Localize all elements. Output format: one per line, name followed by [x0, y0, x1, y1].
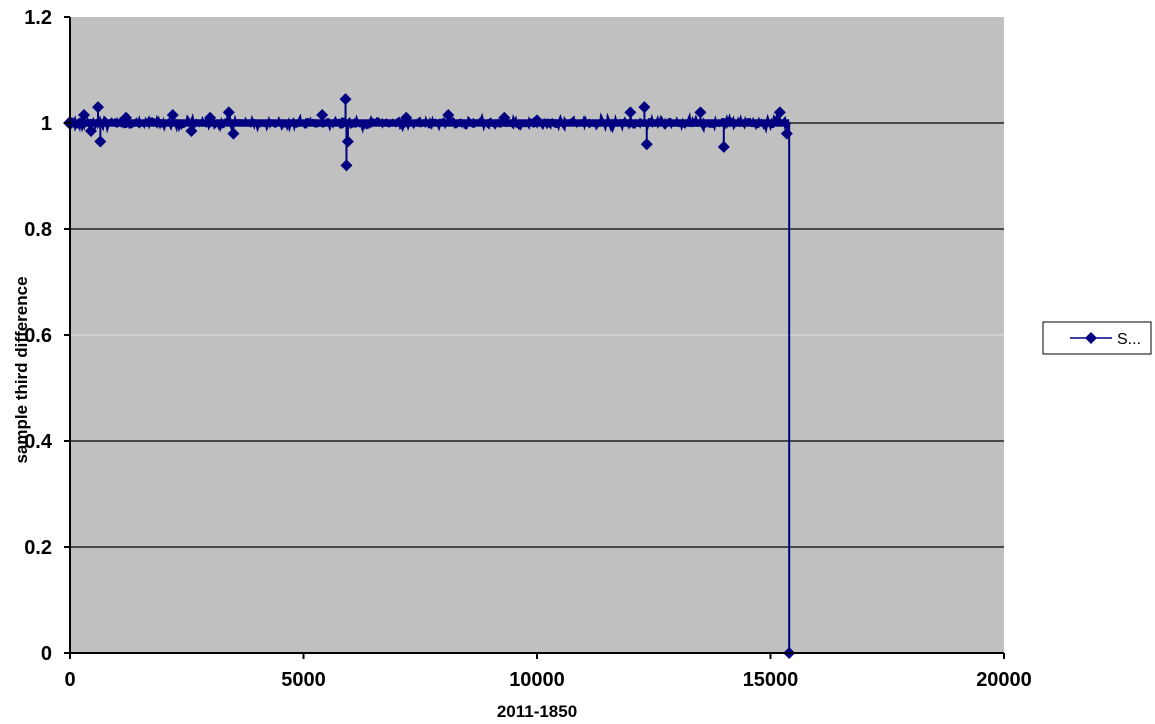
data-point-marker [222, 106, 235, 119]
legend: S... [1042, 321, 1152, 355]
data-point-marker [638, 101, 651, 114]
data-point-marker [400, 111, 413, 124]
x-tick-label: 20000 [976, 669, 1032, 691]
x-axis-title: 2011-1850 [497, 702, 577, 721]
data-point-marker [92, 101, 105, 114]
x-tick-label: 0 [64, 669, 75, 691]
data-point-marker [120, 111, 133, 124]
x-tick-label: 10000 [509, 669, 565, 691]
y-tick-label: 0.2 [24, 537, 52, 559]
data-point-marker [640, 138, 653, 151]
data-point-marker [185, 124, 198, 137]
x-tick-label: 15000 [743, 669, 799, 691]
data-point-marker [204, 111, 217, 124]
y-tick-label: 0 [41, 643, 52, 665]
x-tick-label: 5000 [281, 669, 326, 691]
data-point-marker [340, 159, 353, 172]
y-tick-label: 1.2 [24, 7, 52, 29]
y-tick-label: 0.6 [24, 325, 52, 347]
legend-entry-label: S... [1117, 331, 1141, 348]
data-point-marker [339, 93, 352, 106]
data-point-marker [624, 106, 637, 119]
series-layer [63, 93, 796, 659]
data-point-marker [316, 109, 329, 122]
y-tick-label: 0.4 [24, 431, 53, 453]
y-tick-label: 1 [41, 113, 52, 135]
data-point-marker [341, 135, 354, 148]
ticks: 0 0.2 0.4 0.6 0.8 1 1.2 0 5000 10000 15000 20000 [24, 7, 1032, 691]
data-point-marker [78, 109, 91, 122]
data-point-marker [227, 127, 240, 140]
data-point-marker [531, 114, 543, 127]
gridlines [70, 122, 1004, 548]
data-point-marker [85, 124, 98, 137]
series-band [70, 119, 790, 127]
y-axis-title: sample third difference [12, 276, 31, 463]
data-point-marker [442, 109, 455, 122]
data-point-marker [694, 106, 707, 119]
legend-marker [1085, 332, 1097, 344]
data-point-marker [717, 140, 730, 153]
y-tick-label: 0.8 [24, 219, 52, 241]
data-point-marker [166, 109, 179, 122]
data-point-marker [94, 135, 107, 148]
data-point-marker [773, 106, 786, 119]
data-point-marker [498, 111, 511, 124]
